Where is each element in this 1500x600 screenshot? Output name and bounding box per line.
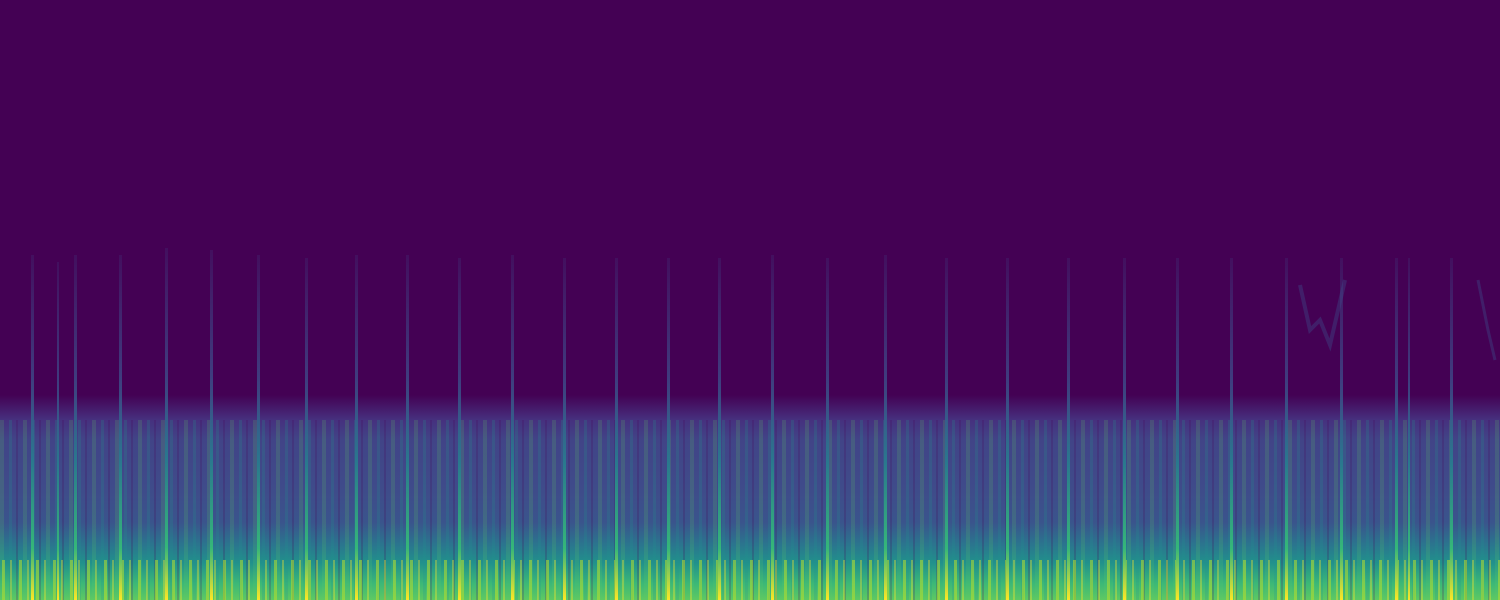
streak [563,258,566,600]
streak [1285,258,1288,600]
streak [458,258,461,600]
streak [1340,258,1343,600]
low-frequency-streaks [0,560,1500,600]
harmonic-trace [1476,279,1497,361]
streak [884,255,887,600]
streak [615,258,618,600]
streak [1450,258,1453,600]
streak [406,255,409,600]
streak [1176,258,1179,600]
streak [1230,258,1233,600]
harmonic-trace [1298,279,1347,352]
streak [1395,258,1398,600]
streak [305,258,308,600]
streak [57,262,59,600]
streak [355,255,358,600]
streak [1123,258,1126,600]
streak [31,255,34,600]
faint-harmonics [1298,279,1497,361]
streak [210,250,213,600]
streak [945,258,948,600]
streak [511,255,514,600]
streak [119,255,122,600]
streak [718,258,721,600]
streak [1067,258,1070,600]
onset-streaks [31,248,1453,600]
streak [1408,258,1410,600]
streak [74,255,77,600]
streak [667,258,670,600]
streak [771,255,774,600]
streak [826,258,829,600]
streak [1006,258,1009,600]
streak [165,248,168,600]
streak [257,255,260,600]
